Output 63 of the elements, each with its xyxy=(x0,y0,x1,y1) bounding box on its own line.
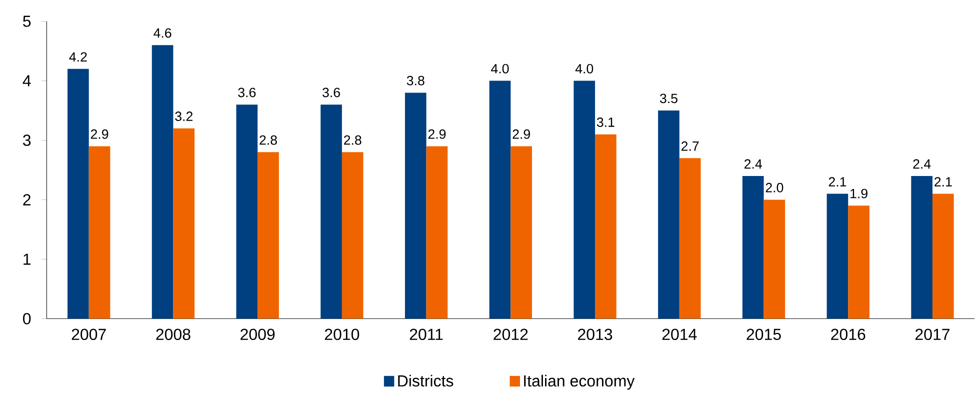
data-label: 4.2 xyxy=(69,52,87,62)
x-tick-label: 2010 xyxy=(324,328,360,340)
data-label: 3.2 xyxy=(175,112,192,121)
y-tick-label: 4 xyxy=(22,75,31,86)
bar xyxy=(658,110,680,319)
data-label: 2.8 xyxy=(344,135,362,145)
y-tick-label: 3 xyxy=(23,134,31,146)
bar xyxy=(742,176,764,319)
x-tick-label: 2008 xyxy=(156,328,190,340)
data-label: 2.4 xyxy=(744,159,762,169)
data-label: 3.6 xyxy=(238,88,256,98)
x-tick-label: 2011 xyxy=(410,328,443,340)
bar xyxy=(489,80,511,319)
data-label: 2.1 xyxy=(828,177,846,186)
data-label: 2.8 xyxy=(260,135,277,145)
bar xyxy=(764,200,786,319)
x-tick-label: 2013 xyxy=(578,328,612,340)
data-label: 4.0 xyxy=(491,64,509,74)
y-tick-label: 0 xyxy=(23,313,31,324)
bar xyxy=(258,152,279,319)
y-tick-label: 1 xyxy=(24,254,31,265)
x-tick-label: 2012 xyxy=(494,328,528,340)
bar xyxy=(320,104,342,319)
data-label: 4.0 xyxy=(575,64,594,74)
bar xyxy=(152,45,174,319)
bar xyxy=(911,176,932,319)
x-tick-label: 2007 xyxy=(72,328,106,340)
legend-label: Districts xyxy=(398,374,454,387)
data-label: 2.7 xyxy=(681,141,699,151)
data-label: 2.0 xyxy=(766,182,784,192)
data-label: 3.1 xyxy=(596,118,614,127)
data-label: 3.8 xyxy=(406,76,424,86)
bar xyxy=(404,92,426,319)
bar xyxy=(236,104,258,319)
x-tick-label: 2009 xyxy=(240,328,275,340)
data-label: 2.9 xyxy=(90,129,108,139)
x-tick-label: 2017 xyxy=(915,328,950,340)
bar xyxy=(848,206,870,319)
data-label: 4.6 xyxy=(154,28,172,38)
legend-label: Italian economy xyxy=(524,374,635,390)
bar xyxy=(826,194,848,319)
bar xyxy=(932,194,954,319)
y-tick-label: 5 xyxy=(23,16,31,27)
x-tick-label: 2016 xyxy=(831,328,866,340)
bar xyxy=(426,146,448,319)
bar xyxy=(88,146,110,319)
bar xyxy=(510,146,532,319)
data-label: 3.6 xyxy=(322,88,340,98)
bar xyxy=(595,134,616,319)
bar xyxy=(679,158,701,319)
data-label: 2.9 xyxy=(428,129,446,139)
data-label: 3.5 xyxy=(660,94,678,104)
data-label: 1.9 xyxy=(850,188,868,198)
y-tick-label: 2 xyxy=(23,194,30,206)
bar xyxy=(574,80,596,319)
bar xyxy=(173,128,195,319)
data-label: 2.1 xyxy=(934,177,952,186)
bar xyxy=(68,68,89,319)
data-label: 2.9 xyxy=(512,129,530,139)
x-tick-label: 2015 xyxy=(746,328,781,340)
data-label: 2.4 xyxy=(913,159,931,169)
x-tick-label: 2014 xyxy=(662,328,697,340)
bar xyxy=(342,152,364,319)
